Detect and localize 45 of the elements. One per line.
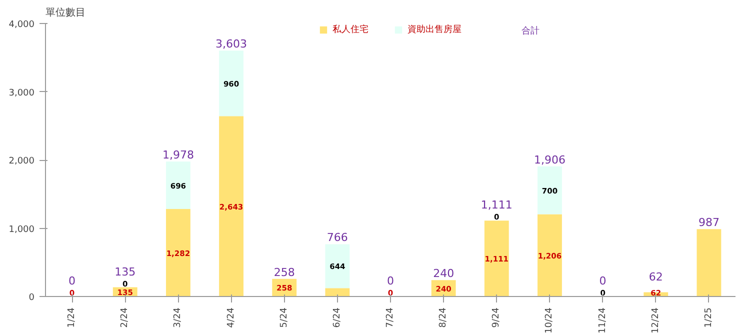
total-label: 1,111 [480,198,512,212]
annotation: 合計 [522,26,540,36]
x-tick-label: 3/24 [173,307,184,328]
y-axis-title: 單位數目 [46,6,86,18]
bar [538,214,562,296]
data-label: 0 [599,274,606,288]
bar [219,116,244,296]
bar [696,229,722,296]
x-tick-label: 9/24 [492,307,502,328]
x-tick-label: 7/24 [386,307,396,328]
total-label: 1,906 [534,153,566,166]
y-tick-label: 2,000 [8,156,35,166]
total-label: 62 [648,270,663,284]
x-tick-label: 5/24 [279,307,290,328]
data-label: 0 [387,274,394,288]
x-tick-label: 11/24 [598,307,608,334]
bar [166,209,190,296]
total-label: 3,603 [216,38,248,51]
bar [166,162,190,210]
x-tick-label: 12/24 [650,307,661,334]
bar [538,166,562,214]
legend-label: 資助出售房屋 [408,24,462,36]
total-label: 240 [433,267,454,280]
bar [325,288,350,296]
x-tick-label: 8/24 [438,307,449,328]
total-label: 987 [698,216,720,230]
y-tick-label: 3,000 [8,88,35,98]
x-tick-label: 4/24 [226,307,236,328]
bar [325,244,350,288]
bar [484,220,509,296]
y-tick-label: 0 [28,293,35,303]
y-tick-label: 1,000 [8,224,35,235]
legend-label: 私人住宅 [332,24,368,36]
y-tick-label: 4,000 [8,20,35,30]
total-label: 258 [274,266,295,279]
total-label: 135 [114,265,136,278]
x-tick-label: 6/24 [332,307,342,328]
bar [219,50,244,116]
x-tick-label: 10/24 [544,307,555,334]
x-tick-label: 1/25 [704,307,714,328]
total-label: 766 [326,231,348,244]
data-label: 0 [68,274,76,288]
total-label: 1,978 [162,148,194,162]
x-tick-label: 1/24 [67,307,78,328]
x-tick-label: 2/24 [120,307,130,328]
